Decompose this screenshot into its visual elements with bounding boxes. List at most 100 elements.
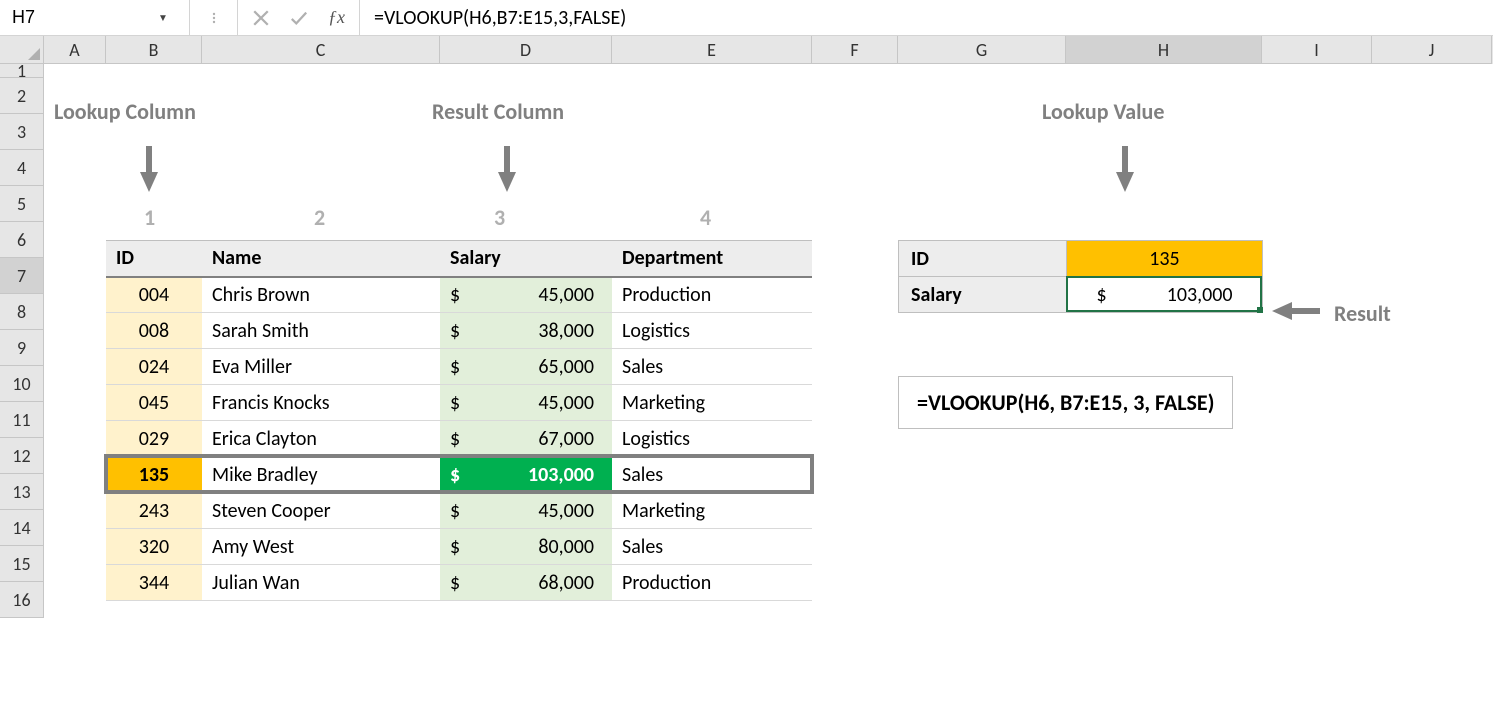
row-header-7[interactable]: 7	[0, 258, 44, 294]
cell-name[interactable]: Erica Clayton	[202, 421, 440, 457]
row-header-11[interactable]: 11	[0, 402, 44, 438]
lookup-column-label: Lookup Column	[54, 98, 196, 125]
cell-salary[interactable]: $67,000	[440, 421, 612, 457]
column-headers: ABCDEFGHIJ	[0, 36, 1493, 64]
fx-icon[interactable]: ƒx	[328, 7, 345, 28]
canvas-overlay: Lookup Column Result Column Lookup Value…	[44, 64, 1493, 618]
cell-salary[interactable]: $65,000	[440, 349, 612, 385]
cell-id[interactable]: 243	[106, 493, 202, 529]
lookup-table: ID 135 Salary $103,000	[898, 240, 1263, 313]
row-header-4[interactable]: 4	[0, 150, 44, 186]
row-header-1[interactable]: 1	[0, 64, 44, 78]
lookup-label: ID	[899, 241, 1067, 277]
cell-dept[interactable]: Logistics	[612, 421, 812, 457]
row-header-10[interactable]: 10	[0, 366, 44, 402]
colnum-label: 4	[700, 204, 711, 231]
column-header-E[interactable]: E	[612, 36, 812, 64]
cell-name[interactable]: Eva Miller	[202, 349, 440, 385]
cell-dept[interactable]: Production	[612, 277, 812, 313]
cell-salary[interactable]: $45,000	[440, 493, 612, 529]
cell-salary[interactable]: $80,000	[440, 529, 612, 565]
cell-name[interactable]: Chris Brown	[202, 277, 440, 313]
left-arrow-icon	[1272, 302, 1320, 320]
name-box-container: ▼	[0, 0, 190, 35]
cell-name[interactable]: Julian Wan	[202, 565, 440, 601]
cell-id[interactable]: 135	[106, 457, 202, 493]
cell-name[interactable]: Steven Cooper	[202, 493, 440, 529]
table-row: 320 Amy West $80,000 Sales	[106, 529, 812, 565]
column-header-G[interactable]: G	[898, 36, 1066, 64]
enter-icon[interactable]	[290, 9, 308, 27]
cell-id[interactable]: 045	[106, 385, 202, 421]
table-row: 243 Steven Cooper $45,000 Marketing	[106, 493, 812, 529]
formula-callout: =VLOOKUP(H6, B7:E15, 3, FALSE)	[898, 376, 1233, 429]
cell-id[interactable]: 320	[106, 529, 202, 565]
lookup-value-label: Lookup Value	[1042, 98, 1164, 125]
row-header-2[interactable]: 2	[0, 78, 44, 114]
column-header-B[interactable]: B	[106, 36, 202, 64]
cancel-icon[interactable]	[252, 9, 270, 27]
cell-name[interactable]: Francis Knocks	[202, 385, 440, 421]
colnum-label: 1	[144, 204, 155, 231]
table-row: 004 Chris Brown $45,000 Production	[106, 277, 812, 313]
cell-name[interactable]: Mike Bradley	[202, 457, 440, 493]
column-header-I[interactable]: I	[1262, 36, 1372, 64]
cell-dept[interactable]: Sales	[612, 457, 812, 493]
row-header-3[interactable]: 3	[0, 114, 44, 150]
cell-name[interactable]: Amy West	[202, 529, 440, 565]
colnum-label: 2	[314, 204, 325, 231]
column-header-D[interactable]: D	[440, 36, 612, 64]
down-arrow-icon	[1116, 172, 1134, 192]
name-box-input[interactable]	[4, 3, 154, 33]
lookup-value[interactable]: $103,000	[1067, 277, 1263, 313]
cell-id[interactable]: 008	[106, 313, 202, 349]
formula-bar: ▼ ƒx =VLOOKUP(H6,B7:E15,3,FALSE)	[0, 0, 1493, 36]
cell-id[interactable]: 029	[106, 421, 202, 457]
lookup-row: Salary $103,000	[899, 277, 1263, 313]
column-header-H[interactable]: H	[1066, 36, 1262, 64]
formula-bar-separator	[190, 0, 238, 35]
cell-name[interactable]: Sarah Smith	[202, 313, 440, 349]
lookup-value[interactable]: 135	[1067, 241, 1263, 277]
row-header-8[interactable]: 8	[0, 294, 44, 330]
table-row: 045 Francis Knocks $45,000 Marketing	[106, 385, 812, 421]
cell-dept[interactable]: Logistics	[612, 313, 812, 349]
column-header-C[interactable]: C	[202, 36, 440, 64]
data-table: ID Name Salary Department 004 Chris Brow…	[106, 240, 812, 601]
row-header-15[interactable]: 15	[0, 546, 44, 582]
column-header-F[interactable]: F	[812, 36, 898, 64]
name-box-dropdown-icon[interactable]: ▼	[154, 11, 172, 24]
row-header-16[interactable]: 16	[0, 582, 44, 618]
column-header-A[interactable]: A	[44, 36, 106, 64]
row-header-6[interactable]: 6	[0, 222, 44, 258]
result-label: Result	[1334, 300, 1391, 327]
cell-id[interactable]: 004	[106, 277, 202, 313]
row-header-12[interactable]: 12	[0, 438, 44, 474]
table-row: 135 Mike Bradley $103,000 Sales	[106, 457, 812, 493]
cell-salary[interactable]: $45,000	[440, 277, 612, 313]
row-header-5[interactable]: 5	[0, 186, 44, 222]
select-all-corner[interactable]	[0, 36, 44, 64]
down-arrow-icon	[140, 172, 158, 192]
cell-dept[interactable]: Sales	[612, 529, 812, 565]
cell-dept[interactable]: Marketing	[612, 493, 812, 529]
cell-salary[interactable]: $38,000	[440, 313, 612, 349]
result-column-label: Result Column	[432, 98, 564, 125]
formula-input[interactable]: =VLOOKUP(H6,B7:E15,3,FALSE)	[360, 0, 1493, 35]
table-header-id: ID	[106, 241, 202, 277]
cell-id[interactable]: 344	[106, 565, 202, 601]
spreadsheet-grid: ABCDEFGHIJ 12345678910111213141516 Looku…	[0, 36, 1493, 618]
lookup-label: Salary	[899, 277, 1067, 313]
row-header-14[interactable]: 14	[0, 510, 44, 546]
column-header-J[interactable]: J	[1372, 36, 1492, 64]
cell-dept[interactable]: Marketing	[612, 385, 812, 421]
cell-dept[interactable]: Production	[612, 565, 812, 601]
formula-bar-buttons: ƒx	[238, 0, 360, 35]
cell-dept[interactable]: Sales	[612, 349, 812, 385]
cell-id[interactable]: 024	[106, 349, 202, 385]
cell-salary[interactable]: $103,000	[440, 457, 612, 493]
cell-salary[interactable]: $45,000	[440, 385, 612, 421]
row-header-9[interactable]: 9	[0, 330, 44, 366]
cell-salary[interactable]: $68,000	[440, 565, 612, 601]
row-header-13[interactable]: 13	[0, 474, 44, 510]
